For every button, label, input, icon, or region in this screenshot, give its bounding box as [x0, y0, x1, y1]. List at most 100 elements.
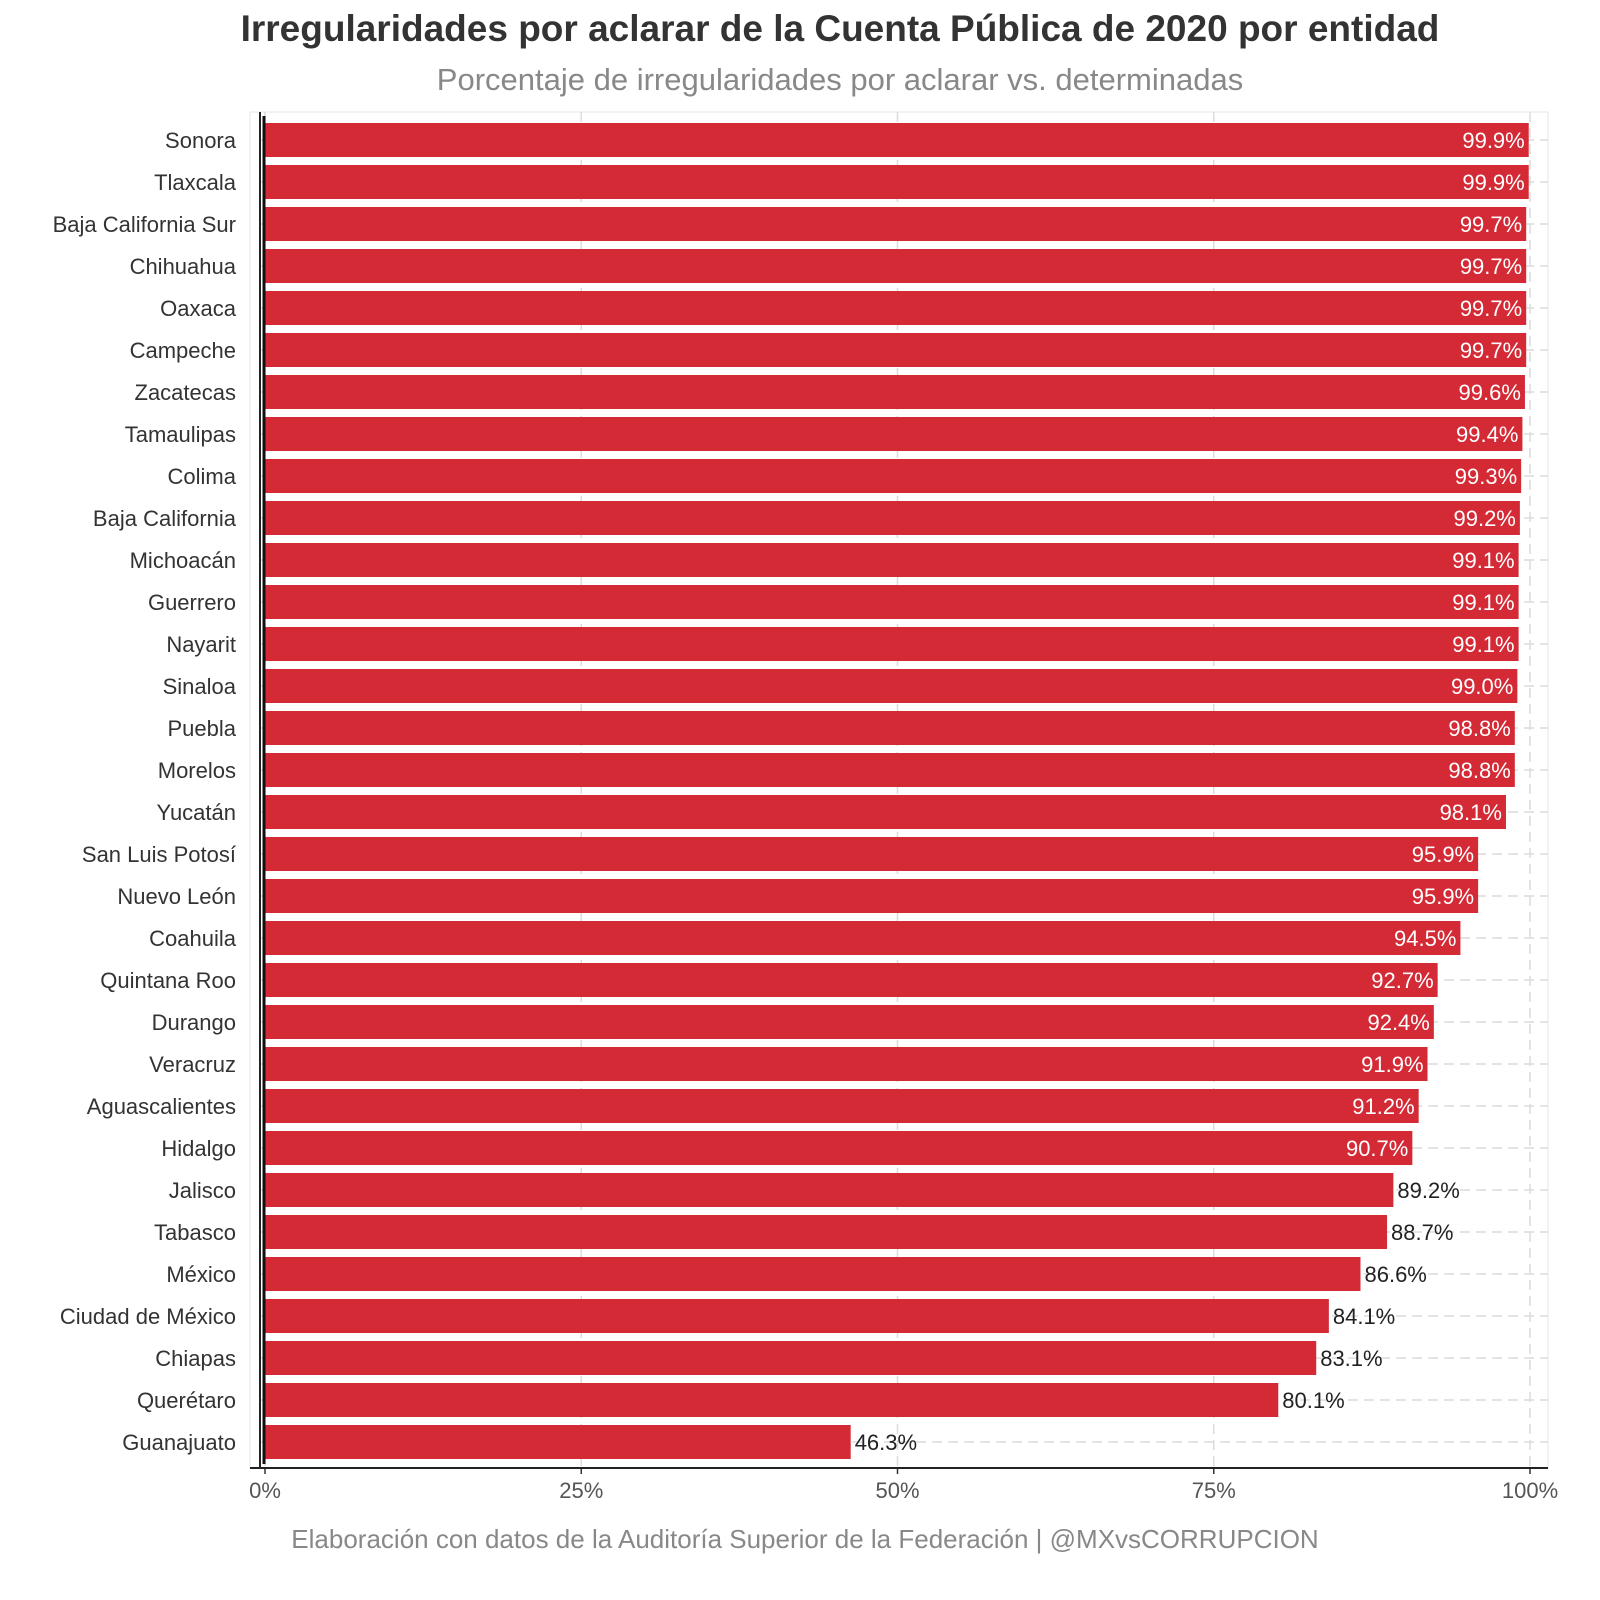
- bar: [265, 1299, 1329, 1333]
- bar: [265, 1215, 1388, 1249]
- bar: [265, 669, 1518, 703]
- category-label: Jalisco: [169, 1178, 236, 1203]
- bar: [265, 837, 1479, 871]
- value-label: 83.1%: [1320, 1346, 1382, 1371]
- bar: [265, 795, 1506, 829]
- bar: [265, 1257, 1361, 1291]
- category-label: San Luis Potosí: [82, 842, 236, 867]
- value-label: 84.1%: [1333, 1304, 1395, 1329]
- bar: [265, 501, 1520, 535]
- category-label: Durango: [152, 1010, 236, 1035]
- value-label: 88.7%: [1391, 1220, 1453, 1245]
- category-label: Zacatecas: [135, 380, 237, 405]
- bar: [265, 165, 1529, 199]
- value-label: 98.8%: [1448, 716, 1510, 741]
- value-label: 99.1%: [1452, 632, 1514, 657]
- category-label: Ciudad de México: [60, 1304, 236, 1329]
- category-label: Baja California Sur: [53, 212, 236, 237]
- chart-title: Irregularidades por aclarar de la Cuenta…: [240, 8, 1440, 49]
- value-label: 98.8%: [1448, 758, 1510, 783]
- bar: [265, 249, 1527, 283]
- category-label: Tabasco: [154, 1220, 236, 1245]
- chart-caption: Elaboración con datos de la Auditoría Su…: [291, 1524, 1319, 1554]
- value-label: 92.7%: [1371, 968, 1433, 993]
- bar: [265, 1131, 1413, 1165]
- value-label: 90.7%: [1346, 1136, 1408, 1161]
- value-label: 99.7%: [1460, 212, 1522, 237]
- value-label: 99.3%: [1455, 464, 1517, 489]
- category-label: Tlaxcala: [154, 170, 237, 195]
- bar: [265, 711, 1515, 745]
- bar: [265, 207, 1527, 241]
- category-label: Hidalgo: [161, 1136, 236, 1161]
- value-label: 99.0%: [1451, 674, 1513, 699]
- bar: [265, 123, 1529, 157]
- category-label: Quintana Roo: [100, 968, 236, 993]
- category-label: Colima: [168, 464, 237, 489]
- value-label: 99.1%: [1452, 548, 1514, 573]
- bar: [265, 921, 1461, 955]
- bar: [265, 291, 1527, 325]
- x-tick-label: 25%: [559, 1478, 603, 1503]
- value-label: 99.7%: [1460, 338, 1522, 363]
- category-label: Guanajuato: [122, 1430, 236, 1455]
- value-label: 92.4%: [1367, 1010, 1429, 1035]
- x-tick-label: 75%: [1192, 1478, 1236, 1503]
- value-label: 99.9%: [1462, 170, 1524, 195]
- bar: [265, 1383, 1279, 1417]
- bar: [265, 753, 1515, 787]
- bar: [265, 1341, 1317, 1375]
- bar: [265, 1173, 1394, 1207]
- category-label: México: [166, 1262, 236, 1287]
- category-label: Oaxaca: [160, 296, 237, 321]
- bar: [265, 417, 1523, 451]
- category-label: Veracruz: [149, 1052, 236, 1077]
- bar: [265, 333, 1527, 367]
- value-label: 80.1%: [1282, 1388, 1344, 1413]
- bar: [265, 627, 1519, 661]
- value-label: 99.2%: [1453, 506, 1515, 531]
- x-tick-label: 50%: [875, 1478, 919, 1503]
- value-label: 99.7%: [1460, 296, 1522, 321]
- value-label: 91.2%: [1352, 1094, 1414, 1119]
- x-tick-label: 100%: [1502, 1478, 1558, 1503]
- category-label: Querétaro: [137, 1388, 236, 1413]
- category-label: Sonora: [165, 128, 237, 153]
- value-label: 95.9%: [1412, 842, 1474, 867]
- category-label: Nayarit: [166, 632, 236, 657]
- bar: [265, 1425, 851, 1459]
- value-label: 46.3%: [855, 1430, 917, 1455]
- category-label: Michoacán: [130, 548, 236, 573]
- category-label: Chiapas: [155, 1346, 236, 1371]
- value-label: 99.9%: [1462, 128, 1524, 153]
- category-label: Campeche: [130, 338, 236, 363]
- bar: [265, 459, 1522, 493]
- category-label: Puebla: [167, 716, 236, 741]
- value-label: 95.9%: [1412, 884, 1474, 909]
- bars: 99.9% 99.9% 99.7% 99.7% 99.7% 99.7% 99.6% 99.4%…: [265, 123, 1529, 1459]
- value-label: 99.6%: [1459, 380, 1521, 405]
- bar: [265, 543, 1519, 577]
- value-label: 98.1%: [1440, 800, 1502, 825]
- value-label: 99.1%: [1452, 590, 1514, 615]
- bar: [265, 1005, 1434, 1039]
- x-tick-label: 0%: [249, 1478, 281, 1503]
- bar: [265, 585, 1519, 619]
- value-label: 86.6%: [1364, 1262, 1426, 1287]
- bar: [265, 375, 1525, 409]
- value-label: 91.9%: [1361, 1052, 1423, 1077]
- bar: [265, 879, 1479, 913]
- value-label: 99.7%: [1460, 254, 1522, 279]
- category-label: Chihuahua: [130, 254, 237, 279]
- value-label: 89.2%: [1397, 1178, 1459, 1203]
- category-label: Baja California: [93, 506, 237, 531]
- chart-subtitle: Porcentaje de irregularidades por aclara…: [436, 62, 1244, 97]
- category-label: Guerrero: [148, 590, 236, 615]
- axes: 0% 25% 50% 75% 100% Sonora Tlaxcala Baja Califo…: [53, 112, 1558, 1503]
- category-label: Nuevo León: [117, 884, 236, 909]
- value-label: 99.4%: [1456, 422, 1518, 447]
- category-label: Aguascalientes: [87, 1094, 236, 1119]
- bar: [265, 1047, 1428, 1081]
- value-label: 94.5%: [1394, 926, 1456, 951]
